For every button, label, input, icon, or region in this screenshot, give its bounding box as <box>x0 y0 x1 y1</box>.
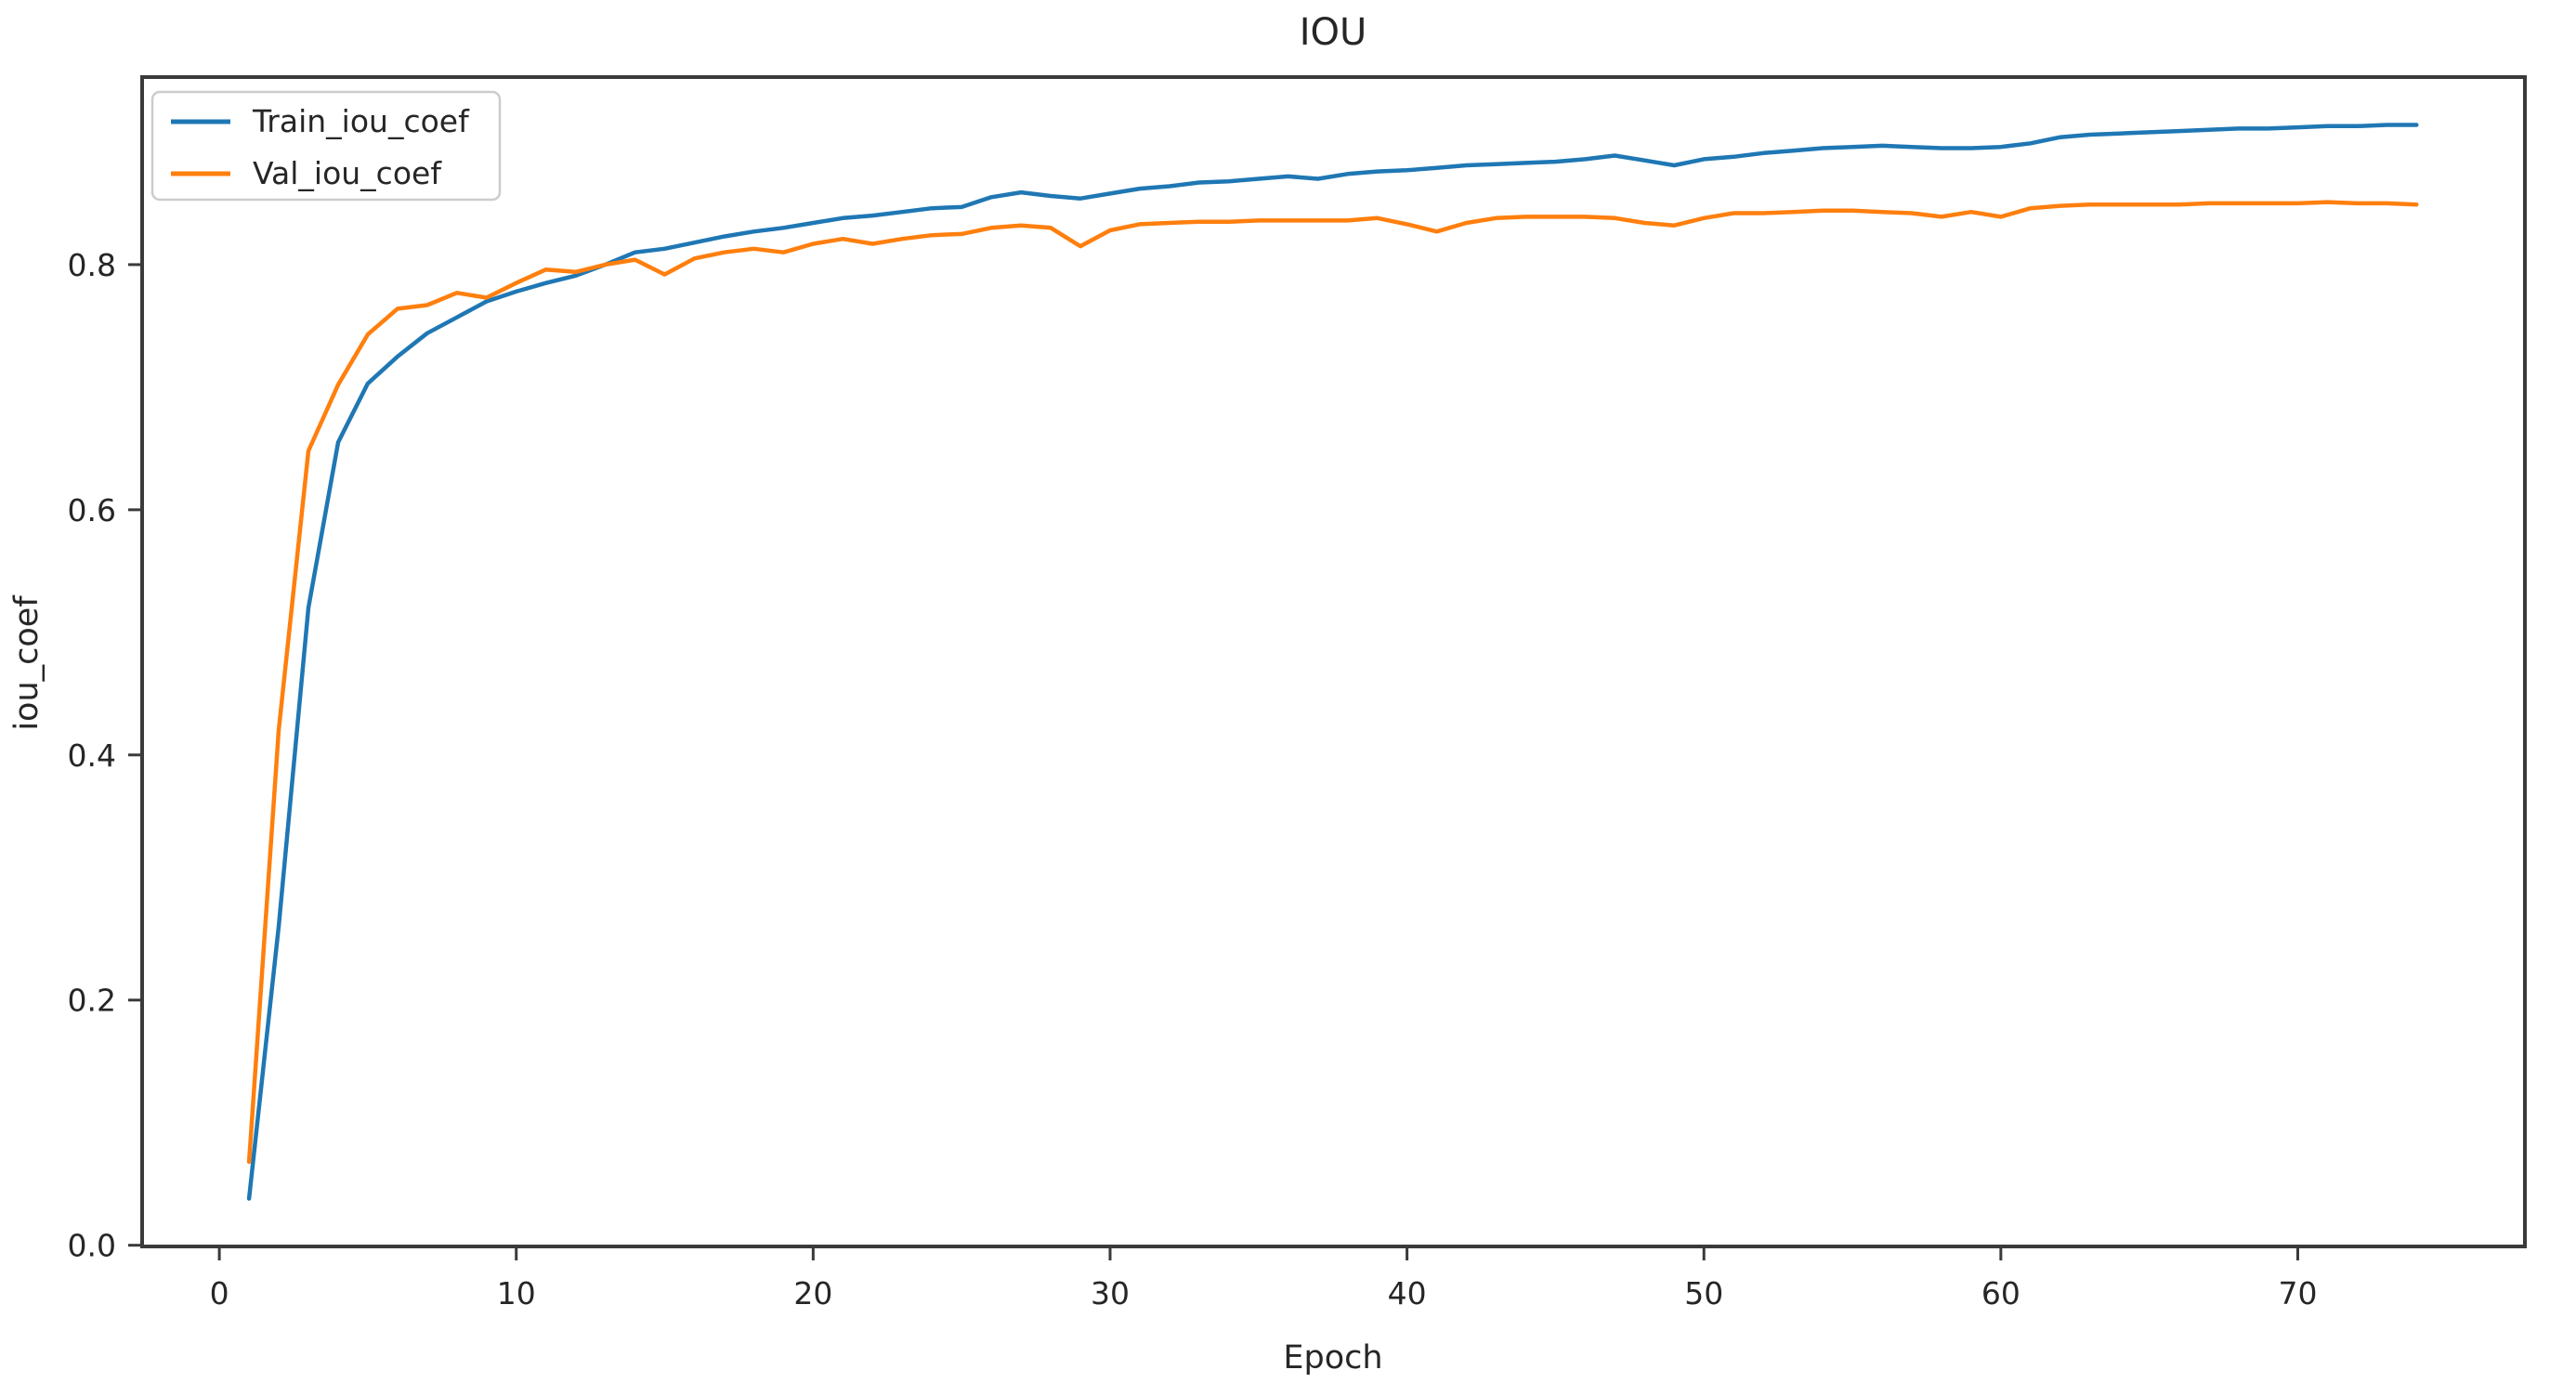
x-tick-label: 60 <box>1981 1275 2020 1311</box>
y-tick-label: 0.4 <box>68 737 116 774</box>
series-group <box>246 123 2419 1201</box>
x-tick-label: 20 <box>793 1275 832 1311</box>
legend-label-train: Train_iou_coef <box>252 103 470 139</box>
legend-label-val: Val_iou_coef <box>253 155 442 191</box>
y-tick-label: 0.8 <box>68 247 116 283</box>
x-tick-label: 10 <box>497 1275 536 1311</box>
legend-box <box>150 90 502 202</box>
x-axis-label: Epoch <box>1283 1339 1382 1376</box>
plot-area <box>142 77 2525 1246</box>
x-tick-label: 40 <box>1388 1275 1427 1311</box>
y-axis-ticks: 0.0 0.2 0.4 0.6 0.8 <box>68 247 142 1264</box>
axes-spines <box>140 75 2527 1248</box>
x-tick-label: 0 <box>210 1275 229 1311</box>
x-tick-label: 50 <box>1684 1275 1723 1311</box>
y-axis-label: iou_coef <box>8 595 46 731</box>
chart-title: IOU <box>1300 11 1367 54</box>
x-tick-label: 30 <box>1091 1275 1130 1311</box>
y-tick-label: 0.0 <box>68 1228 116 1264</box>
x-axis-ticks: 0 10 20 30 40 50 60 70 <box>210 1246 2317 1311</box>
legend: Train_iou_coef Val_iou_coef <box>150 90 502 202</box>
y-tick-label: 0.2 <box>68 983 116 1019</box>
y-tick-label: 0.6 <box>68 492 116 528</box>
series-line-Val_iou_coef <box>246 200 2419 1165</box>
x-tick-label: 70 <box>2278 1275 2317 1311</box>
